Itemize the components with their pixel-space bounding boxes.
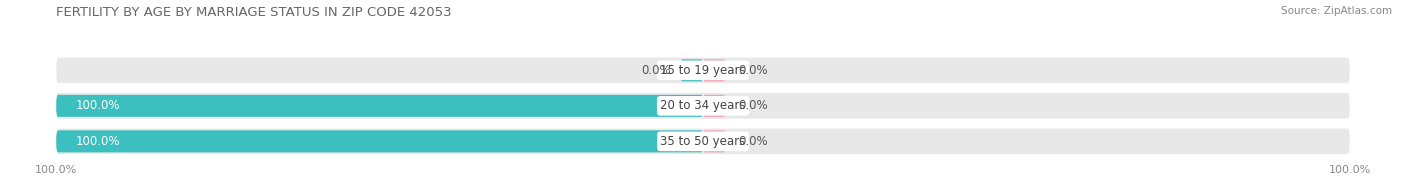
Text: 0.0%: 0.0% bbox=[738, 135, 768, 148]
Text: FERTILITY BY AGE BY MARRIAGE STATUS IN ZIP CODE 42053: FERTILITY BY AGE BY MARRIAGE STATUS IN Z… bbox=[56, 6, 451, 19]
FancyBboxPatch shape bbox=[56, 93, 1350, 119]
FancyBboxPatch shape bbox=[703, 95, 725, 117]
FancyBboxPatch shape bbox=[703, 130, 725, 152]
Text: 20 to 34 years: 20 to 34 years bbox=[661, 99, 745, 112]
FancyBboxPatch shape bbox=[56, 58, 1350, 83]
Text: 15 to 19 years: 15 to 19 years bbox=[661, 64, 745, 77]
FancyBboxPatch shape bbox=[681, 59, 703, 81]
FancyBboxPatch shape bbox=[56, 129, 1350, 154]
Text: 0.0%: 0.0% bbox=[738, 64, 768, 77]
Text: 100.0%: 100.0% bbox=[76, 99, 120, 112]
FancyBboxPatch shape bbox=[703, 59, 725, 81]
FancyBboxPatch shape bbox=[56, 95, 703, 117]
Text: 35 to 50 years: 35 to 50 years bbox=[661, 135, 745, 148]
Text: Source: ZipAtlas.com: Source: ZipAtlas.com bbox=[1281, 6, 1392, 16]
FancyBboxPatch shape bbox=[56, 130, 703, 152]
Text: 0.0%: 0.0% bbox=[738, 99, 768, 112]
Text: 0.0%: 0.0% bbox=[641, 64, 671, 77]
Text: 100.0%: 100.0% bbox=[76, 135, 120, 148]
